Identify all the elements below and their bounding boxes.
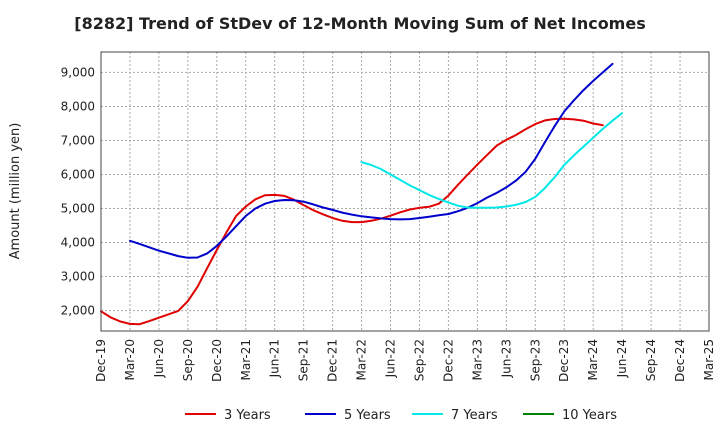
x-tick-label: Mar-23 bbox=[470, 339, 484, 380]
x-tick-label: Sep-21 bbox=[297, 339, 311, 381]
x-tick-label: Jun-21 bbox=[268, 339, 282, 378]
legend-label: 5 Years bbox=[344, 408, 391, 423]
x-tick-label: Mar-24 bbox=[586, 339, 600, 380]
y-tick-label: 9,000 bbox=[61, 65, 95, 79]
x-tick-label: Dec-20 bbox=[210, 339, 224, 382]
legend-label: 3 Years bbox=[224, 408, 271, 423]
x-tick-label: Mar-21 bbox=[239, 339, 253, 380]
chart-title: [8282] Trend of StDev of 12-Month Moving… bbox=[74, 14, 646, 33]
x-tick-label: Jun-22 bbox=[384, 339, 398, 378]
y-tick-label: 4,000 bbox=[61, 236, 95, 250]
series-line-5-years bbox=[129, 62, 614, 259]
axes: Dec-19 Mar-20 Jun-20 Sep-20 Dec-20 Mar-21 Jun-… bbox=[61, 51, 716, 382]
x-tick-label: Dec-21 bbox=[326, 339, 340, 382]
x-tick-label: Sep-20 bbox=[181, 339, 195, 381]
x-tick-label: Mar-22 bbox=[355, 339, 369, 380]
y-axis-title: Amount (million yen) bbox=[8, 123, 23, 260]
series-line-3-years bbox=[100, 117, 604, 326]
y-tick-label: 3,000 bbox=[61, 270, 95, 284]
x-tick-label: Sep-23 bbox=[528, 339, 542, 381]
x-tick-label: Sep-22 bbox=[412, 339, 426, 381]
legend-label: 7 Years bbox=[451, 408, 498, 423]
legend: 3 Years 5 Years 7 Years 10 Years bbox=[185, 408, 617, 423]
plot-area-frame bbox=[100, 51, 710, 332]
y-tick-label: 6,000 bbox=[61, 167, 95, 181]
y-tick-label: 5,000 bbox=[61, 202, 95, 216]
grid-lines bbox=[101, 52, 709, 331]
x-tick-label: Sep-24 bbox=[644, 339, 658, 381]
y-tick-label: 7,000 bbox=[61, 133, 95, 147]
x-tick-label: Jun-24 bbox=[615, 339, 629, 378]
x-tick-label: Jun-20 bbox=[152, 339, 166, 378]
x-tick-label: Dec-23 bbox=[557, 339, 571, 382]
x-tick-label: Dec-19 bbox=[94, 339, 108, 382]
y-tick-label: 2,000 bbox=[61, 304, 95, 318]
legend-label: 10 Years bbox=[562, 408, 617, 423]
y-tick-label: 8,000 bbox=[61, 99, 95, 113]
x-tick-label: Dec-24 bbox=[673, 339, 687, 382]
series-line-7-years bbox=[360, 112, 624, 209]
x-tick-label: Dec-22 bbox=[441, 339, 455, 382]
x-tick-label: Mar-25 bbox=[702, 339, 716, 380]
x-tick-label: Mar-20 bbox=[123, 339, 137, 380]
series-lines bbox=[100, 62, 624, 326]
x-tick-label: Jun-23 bbox=[499, 339, 513, 378]
